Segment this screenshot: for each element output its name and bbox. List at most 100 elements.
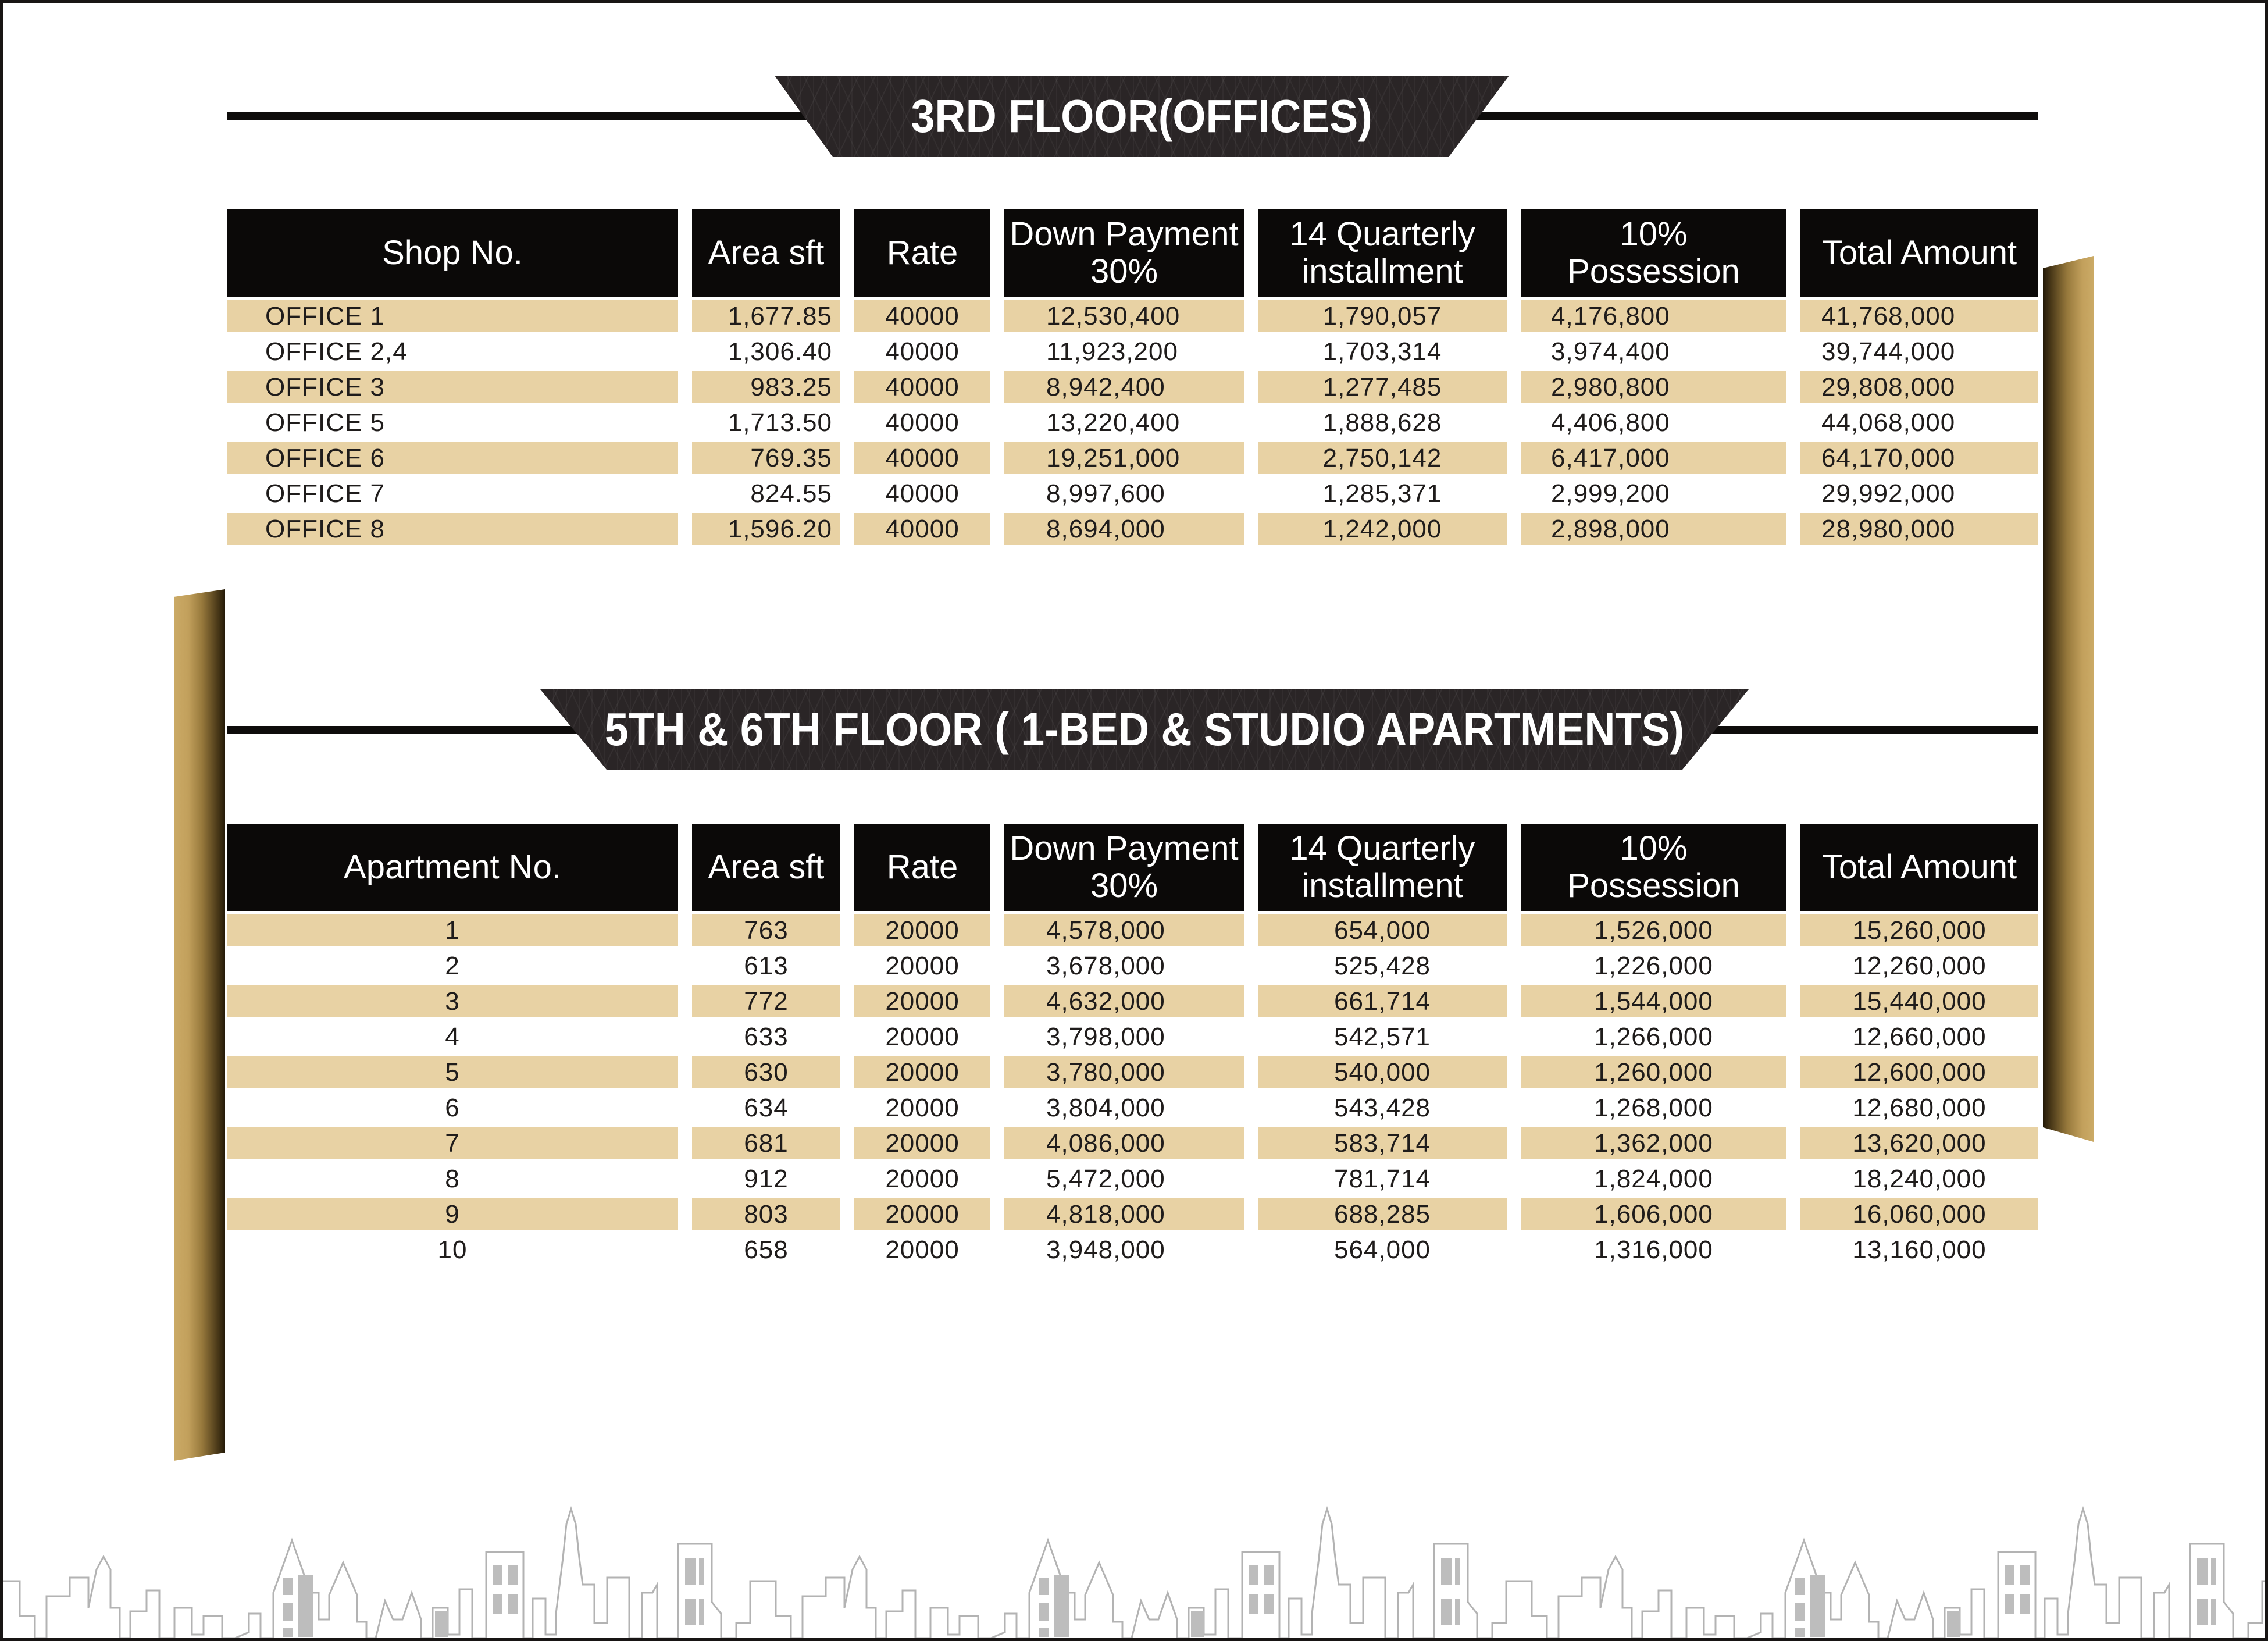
table-cell: 19,251,000 [1004, 442, 1244, 474]
table-cell: 20000 [854, 1234, 990, 1266]
table-cell: 8 [227, 1163, 678, 1195]
column-header-possession: 10% Possession [1521, 209, 1786, 297]
table-cell: 661,714 [1258, 985, 1507, 1017]
column-header-area-sft: Area sft [692, 824, 840, 911]
table-cell: 2 [227, 950, 678, 982]
table-cell: 3,804,000 [1004, 1092, 1244, 1124]
table-row: 10 658 20000 3,948,000 564,000 1,316,000 13,16… [227, 1234, 2038, 1266]
table-cell: 41,768,000 [1800, 300, 2038, 332]
table-row: 8 912 20000 5,472,000 781,714 1,824,000 18,240… [227, 1163, 2038, 1195]
column-header-shop-no: Shop No. [227, 209, 678, 297]
gold-ribbon-right-decoration [2043, 256, 2094, 1142]
table-cell: 769.35 [692, 442, 840, 474]
table-row: OFFICE 6 769.35 40000 19,251,000 2,750,142 6,… [227, 442, 2038, 474]
table-row: OFFICE 1 1,677.85 40000 12,530,400 1,790,057… [227, 300, 2038, 332]
table-cell: 11,923,200 [1004, 336, 1244, 368]
apartments-table: Apartment No. Area sft Rate Down Payment… [227, 824, 2038, 1269]
table-cell: 5,472,000 [1004, 1163, 1244, 1195]
table-cell: 40000 [854, 371, 990, 403]
table-cell: 1,606,000 [1521, 1198, 1786, 1230]
table-row: 7 681 20000 4,086,000 583,714 1,362,000 13,620… [227, 1127, 2038, 1159]
table-cell: 543,428 [1258, 1092, 1507, 1124]
table-cell: 630 [692, 1056, 840, 1088]
table-cell: 1,306.40 [692, 336, 840, 368]
table-cell: 763 [692, 914, 840, 946]
table-cell: 1,888,628 [1258, 407, 1507, 439]
apartments-banner: 5TH & 6TH FLOOR ( 1-BED & STUDIO APARTME… [540, 689, 1749, 770]
table-cell: 3,974,400 [1521, 336, 1786, 368]
table-cell: 781,714 [1258, 1163, 1507, 1195]
table-cell: 1,260,000 [1521, 1056, 1786, 1088]
gold-ribbon-left-decoration [174, 589, 225, 1461]
offices-banner-title: 3RD FLOOR(OFFICES) [911, 90, 1373, 142]
table-cell: 1,266,000 [1521, 1021, 1786, 1053]
column-header-down-payment: Down Payment 30% [1004, 824, 1244, 911]
table-cell: 12,260,000 [1800, 950, 2038, 982]
table-cell: 1,824,000 [1521, 1163, 1786, 1195]
column-header-possession: 10% Possession [1521, 824, 1786, 911]
table-cell: OFFICE 6 [227, 442, 678, 474]
offices-table: Shop No. Area sft Rate Down Payment 30% … [227, 209, 2038, 549]
table-cell: OFFICE 7 [227, 478, 678, 510]
table-cell: 40000 [854, 478, 990, 510]
table-cell: 824.55 [692, 478, 840, 510]
table-row: OFFICE 8 1,596.20 40000 8,694,000 1,242,000 2… [227, 513, 2038, 545]
table-cell: 40000 [854, 300, 990, 332]
table-cell: 2,898,000 [1521, 513, 1786, 545]
table-cell: 9 [227, 1198, 678, 1230]
table-cell: 542,571 [1258, 1021, 1507, 1053]
table-cell: 912 [692, 1163, 840, 1195]
table-cell: 633 [692, 1021, 840, 1053]
table-row: 4 633 20000 3,798,000 542,571 1,266,000 12,660… [227, 1021, 2038, 1053]
table-row: OFFICE 3 983.25 40000 8,942,400 1,277,485 2,9… [227, 371, 2038, 403]
apartments-banner-title: 5TH & 6TH FLOOR ( 1-BED & STUDIO APARTME… [604, 703, 1685, 755]
table-cell: 1,285,371 [1258, 478, 1507, 510]
table-cell: 44,068,000 [1800, 407, 2038, 439]
table-cell: 3 [227, 985, 678, 1017]
table-cell: 12,530,400 [1004, 300, 1244, 332]
column-header-quarterly-installment: 14 Quarterly installment [1258, 209, 1507, 297]
table-cell: 4,632,000 [1004, 985, 1244, 1017]
table-row: 5 630 20000 3,780,000 540,000 1,260,000 12,600… [227, 1056, 2038, 1088]
table-cell: 40000 [854, 336, 990, 368]
table-cell: 13,160,000 [1800, 1234, 2038, 1266]
city-skyline-decoration [0, 1508, 2268, 1639]
table-cell: 3,948,000 [1004, 1234, 1244, 1266]
table-cell: 20000 [854, 1198, 990, 1230]
table-row: OFFICE 2,4 1,306.40 40000 11,923,200 1,703,3… [227, 336, 2038, 368]
table-cell: 20000 [854, 1127, 990, 1159]
table-cell: 18,240,000 [1800, 1163, 2038, 1195]
table-cell: 540,000 [1258, 1056, 1507, 1088]
table-cell: 1,277,485 [1258, 371, 1507, 403]
table-cell: 20000 [854, 1163, 990, 1195]
table-cell: 29,992,000 [1800, 478, 2038, 510]
column-header-down-payment: Down Payment 30% [1004, 209, 1244, 297]
table-cell: 525,428 [1258, 950, 1507, 982]
table-cell: OFFICE 8 [227, 513, 678, 545]
table-cell: 3,678,000 [1004, 950, 1244, 982]
table-cell: 4 [227, 1021, 678, 1053]
table-row: 9 803 20000 4,818,000 688,285 1,606,000 16,060… [227, 1198, 2038, 1230]
column-header-apartment-no: Apartment No. [227, 824, 678, 911]
column-header-rate: Rate [854, 209, 990, 297]
table-cell: 7 [227, 1127, 678, 1159]
table-cell: 1,713.50 [692, 407, 840, 439]
table-cell: 12,600,000 [1800, 1056, 2038, 1088]
apartments-table-header: Apartment No. Area sft Rate Down Payment… [227, 824, 2038, 911]
table-cell: 4,818,000 [1004, 1198, 1244, 1230]
table-cell: 20000 [854, 1021, 990, 1053]
table-cell: 39,744,000 [1800, 336, 2038, 368]
table-cell: 20000 [854, 950, 990, 982]
column-header-rate: Rate [854, 824, 990, 911]
table-cell: 1,242,000 [1258, 513, 1507, 545]
table-cell: 5 [227, 1056, 678, 1088]
table-cell: 681 [692, 1127, 840, 1159]
table-row: 2 613 20000 3,678,000 525,428 1,226,000 12,260… [227, 950, 2038, 982]
apartments-table-body: 1 763 20000 4,578,000 654,000 1,526,000 15,260… [227, 914, 2038, 1266]
table-cell: 583,714 [1258, 1127, 1507, 1159]
table-cell: 1,703,314 [1258, 336, 1507, 368]
table-cell: 564,000 [1258, 1234, 1507, 1266]
column-header-total-amount: Total Amount [1800, 824, 2038, 911]
column-header-area-sft: Area sft [692, 209, 840, 297]
offices-table-body: OFFICE 1 1,677.85 40000 12,530,400 1,790,057… [227, 300, 2038, 545]
